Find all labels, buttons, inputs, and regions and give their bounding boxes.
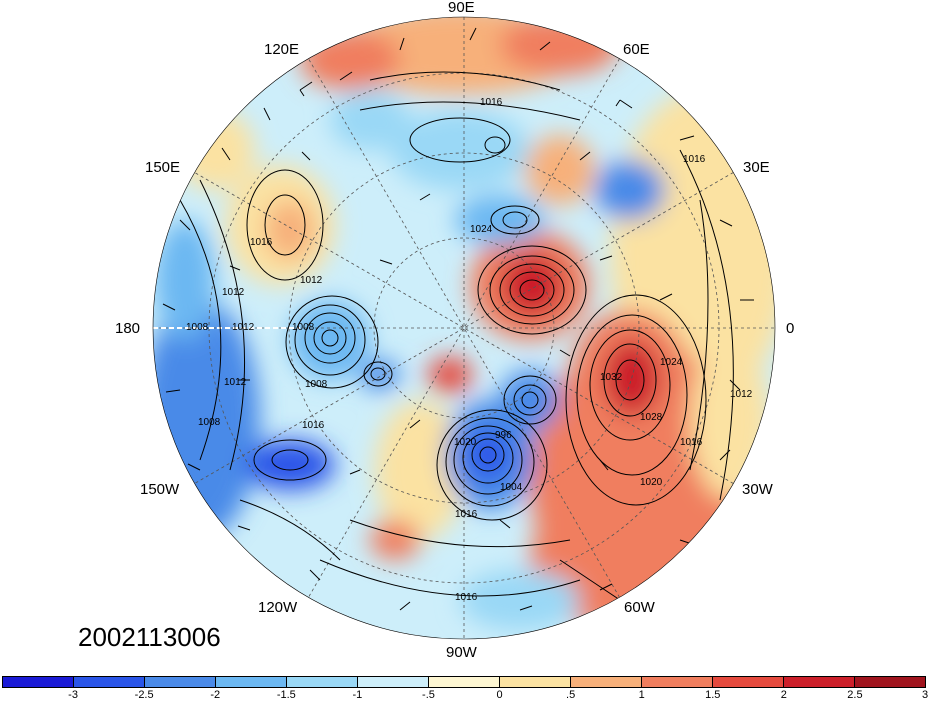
- longitude-label-30e: 30E: [743, 159, 770, 176]
- svg-text:1008: 1008: [305, 379, 328, 390]
- colorbar-tick-label: 1: [638, 689, 645, 701]
- colorbar-segment: [784, 677, 855, 687]
- svg-text:1016: 1016: [683, 154, 706, 165]
- svg-text:1024: 1024: [470, 224, 493, 235]
- longitude-label-150w: 150W: [140, 481, 180, 498]
- wind-barbs: [162, 27, 754, 611]
- isobars: [179, 71, 734, 621]
- svg-text:1012: 1012: [300, 275, 323, 286]
- colorbar-tick-label: 2.5: [847, 689, 863, 701]
- colorbar-tick-label: .5: [566, 689, 576, 701]
- svg-text:1016: 1016: [680, 437, 703, 448]
- colorbar-tick-label: 2: [780, 689, 787, 701]
- svg-text:1020: 1020: [640, 477, 663, 488]
- svg-text:1016: 1016: [455, 509, 478, 520]
- colorbar-segment: [287, 677, 358, 687]
- isobar-labels: 1016 1016 1024 1016 1012 1012 1008 1012 …: [186, 97, 753, 603]
- svg-text:1012: 1012: [224, 377, 247, 388]
- longitude-label-0: 0: [786, 320, 795, 337]
- svg-text:1012: 1012: [232, 322, 255, 333]
- colorbar-tick-label: -2: [210, 689, 221, 701]
- svg-text:1028: 1028: [640, 412, 663, 423]
- svg-text:1008: 1008: [198, 417, 221, 428]
- colorbar-tick-label: -3: [68, 689, 78, 701]
- colorbar-segment: [358, 677, 429, 687]
- colorbar-segment: [500, 677, 571, 687]
- longitude-label-120e: 120E: [264, 41, 300, 58]
- longitude-label-90w: 90W: [446, 644, 477, 661]
- longitude-label-60w: 60W: [624, 599, 655, 616]
- colorbar-segment: [216, 677, 287, 687]
- colorbar-tick-label: 3: [921, 689, 928, 701]
- svg-text:1032: 1032: [600, 372, 623, 383]
- colorbar-segment: [642, 677, 713, 687]
- svg-text:1016: 1016: [480, 97, 503, 108]
- svg-text:1004: 1004: [500, 482, 523, 493]
- longitude-label-120w: 120W: [258, 599, 298, 616]
- anomaly-field: 1016 1016 1024 1016 1012 1012 1008 1012 …: [153, 17, 775, 639]
- colorbar-segment: [713, 677, 784, 687]
- colorbar-tick-label: 0: [496, 689, 503, 701]
- svg-text:1016: 1016: [455, 592, 478, 603]
- svg-text:1016: 1016: [250, 237, 273, 248]
- colorbar: [2, 676, 926, 688]
- svg-text:996: 996: [495, 430, 512, 441]
- colorbar-tick-label: -1.5: [276, 689, 296, 701]
- polar-map: 1016 1016 1024 1016 1012 1012 1008 1012 …: [152, 16, 776, 640]
- colorbar-segment: [3, 677, 74, 687]
- colorbar-tick-label: -.5: [422, 689, 435, 701]
- colorbar-segment: [571, 677, 642, 687]
- longitude-label-60e: 60E: [623, 41, 650, 58]
- colorbar-segment: [855, 677, 925, 687]
- colorbar-tick-label: 1.5: [705, 689, 721, 701]
- colorbar-segment: [74, 677, 145, 687]
- svg-text:1016: 1016: [302, 420, 325, 431]
- colorbar-segment: [429, 677, 500, 687]
- svg-text:1008: 1008: [292, 322, 315, 333]
- svg-text:1020: 1020: [454, 437, 477, 448]
- date-label: 2002113006: [78, 622, 221, 652]
- colorbar-tick-label: -1: [352, 689, 363, 701]
- svg-text:1024: 1024: [660, 357, 683, 368]
- svg-text:1012: 1012: [730, 389, 753, 400]
- longitude-label-90e: 90E: [448, 0, 475, 16]
- svg-text:1008: 1008: [186, 322, 209, 333]
- longitude-label-150e: 150E: [145, 159, 181, 176]
- svg-text:1012: 1012: [222, 287, 245, 298]
- colorbar-segment: [145, 677, 216, 687]
- colorbar-tick-label: -2.5: [134, 689, 154, 701]
- longitude-label-180: 180: [115, 320, 141, 337]
- longitude-label-30w: 30W: [742, 481, 773, 498]
